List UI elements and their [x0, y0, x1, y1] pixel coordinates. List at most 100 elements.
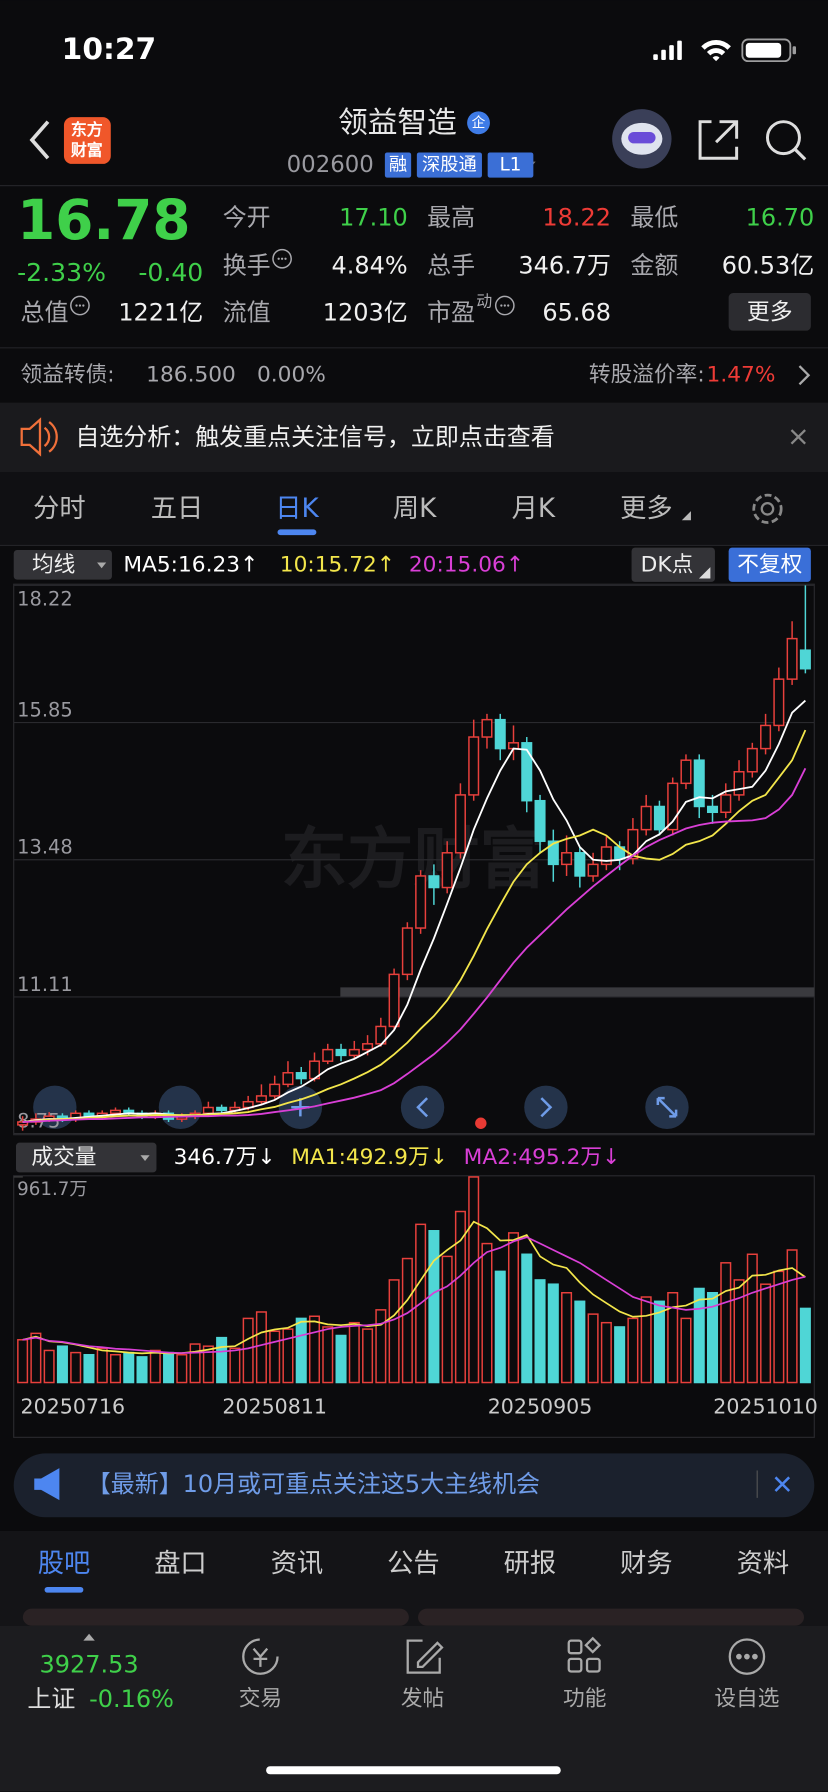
speaker-icon [20, 417, 58, 457]
bottom-tab[interactable]: 研报 [504, 1549, 557, 1579]
info-icon [70, 295, 90, 316]
volume-bar [481, 1242, 493, 1384]
more-button-label[interactable]: 更多 [747, 299, 793, 325]
volume-bar [322, 1326, 334, 1384]
indicator-select[interactable] [13, 549, 112, 580]
info-dot [82, 304, 85, 307]
adjust-button[interactable] [728, 547, 811, 582]
bottom-tab[interactable]: 资讯 [271, 1549, 324, 1579]
y-tick-label: 18.22 [17, 588, 73, 611]
footer-bar [0, 1625, 828, 1792]
candle-body [534, 799, 546, 842]
footer-action[interactable]: 交易 [239, 1686, 282, 1711]
page-dot [475, 1117, 487, 1129]
news-close[interactable] [774, 1476, 791, 1492]
candle-body [627, 828, 639, 860]
period-tab[interactable]: 分时 [33, 494, 86, 524]
volume-bar [308, 1315, 321, 1384]
volume-bar [706, 1292, 719, 1384]
y-tick-label: 13.48 [17, 836, 73, 859]
period-tab[interactable]: 周K [393, 494, 437, 524]
candle-body [706, 805, 719, 814]
period-tab[interactable]: 日K [275, 494, 319, 524]
more-button[interactable] [728, 292, 811, 331]
volume-bar [123, 1351, 135, 1384]
app-logo [63, 117, 111, 164]
y-tick-label: 11.11 [17, 973, 73, 996]
volume-bar [362, 1328, 374, 1384]
bond-chevron[interactable] [798, 365, 811, 386]
volume-bar [454, 1210, 466, 1384]
volume-ma-line [22, 1236, 806, 1354]
volume-current: 346.7万↓ [174, 1145, 276, 1170]
adjust[interactable]: 不复权 [737, 552, 802, 577]
control-button[interactable] [524, 1085, 568, 1129]
footer-action[interactable]: 设自选 [714, 1686, 779, 1711]
volume-bar [760, 1283, 772, 1384]
alert-close[interactable] [790, 429, 806, 445]
field-value: 1203亿 [323, 298, 408, 326]
news-banner[interactable] [13, 1453, 815, 1518]
share-button[interactable] [698, 120, 739, 160]
field-label: 最高 [427, 204, 475, 232]
legend-entry: MA1:492.9万↓ [291, 1145, 448, 1170]
badge-bg [467, 111, 490, 135]
ma-line [22, 699, 807, 1123]
control-button[interactable] [400, 1085, 445, 1129]
info-dot [78, 304, 82, 307]
bottom-tab[interactable]: 财务 [620, 1549, 673, 1579]
volume-bar [216, 1336, 228, 1384]
volume-bar [627, 1317, 639, 1384]
volume-bar [401, 1257, 413, 1384]
period-tab[interactable]: 更多 [620, 494, 673, 524]
x-tick-label: 20250905 [488, 1395, 593, 1419]
bond-change: 0.00% [257, 363, 326, 388]
info-dot [284, 257, 287, 260]
candle-body [799, 649, 811, 670]
bottom-tab[interactable]: 股吧 [38, 1549, 91, 1579]
dk-button[interactable] [631, 547, 715, 582]
field-label: 最低 [630, 204, 678, 232]
footer-action[interactable]: 功能 [563, 1686, 606, 1711]
volume-select[interactable] [15, 1142, 157, 1173]
bottom-tab[interactable]: 资料 [737, 1549, 790, 1579]
volume-bar [600, 1321, 612, 1384]
volume-bar [534, 1279, 546, 1384]
card [22, 1608, 409, 1626]
news-text[interactable]: 【最新】10月或可重点关注这5大主线机会 [87, 1470, 540, 1498]
alert-bar[interactable] [0, 402, 828, 473]
dk[interactable]: DK点 [641, 552, 694, 577]
bottom-tab[interactable]: 盘口 [154, 1549, 207, 1579]
volume-bar [109, 1353, 122, 1384]
period-tab[interactable]: 五日 [151, 494, 204, 524]
footer-action[interactable]: 发帖 [401, 1686, 444, 1711]
volume-bar [773, 1270, 785, 1384]
alert-text[interactable]: 自选分析：触发重点关注信号，立即点击查看 [75, 423, 554, 451]
candle-body [362, 1043, 374, 1051]
back-button[interactable] [29, 120, 50, 160]
price: 16.78 [17, 188, 190, 252]
y-tick-label: 15.85 [17, 698, 73, 721]
period-tab[interactable]: 月K [512, 494, 556, 524]
legend-entry: 20:15.06↑ [409, 552, 524, 577]
control-button[interactable] [158, 1085, 203, 1129]
info-dot [277, 257, 280, 260]
footer-caret [83, 1633, 95, 1641]
x-tick-label: 20251010 [713, 1395, 818, 1419]
candle-body [322, 1048, 334, 1062]
legend-entry: MA2:495.2万↓ [464, 1145, 621, 1170]
indicator[interactable]: 均线 [32, 552, 75, 577]
candle-body [667, 782, 679, 831]
bottom-tab[interactable]: 公告 [387, 1549, 440, 1579]
settings-icon[interactable] [752, 493, 783, 524]
volume-bar [189, 1343, 201, 1384]
volume-ma-line [22, 1220, 806, 1355]
candle-body [401, 927, 413, 976]
volume-indicator[interactable]: 成交量 [31, 1145, 96, 1170]
volume-bar [733, 1279, 745, 1384]
candle-body [746, 747, 758, 773]
candle-body [733, 771, 745, 796]
info-dot [503, 304, 506, 307]
search-button[interactable] [765, 120, 801, 156]
index-value[interactable]: 3927.53 [40, 1651, 139, 1679]
